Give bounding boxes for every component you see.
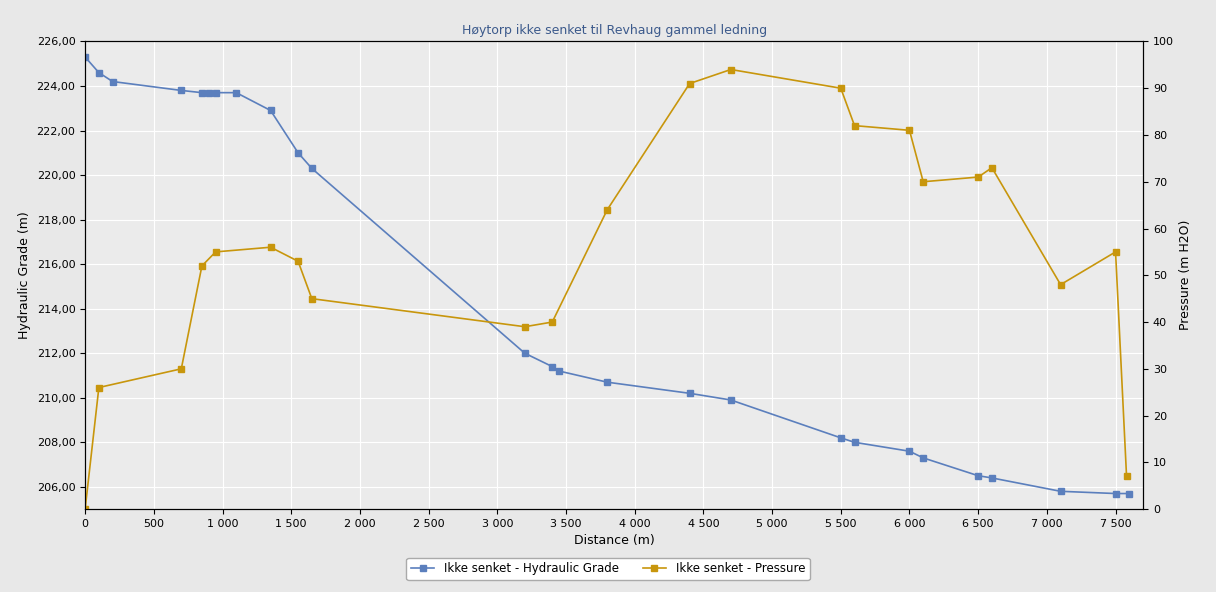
Ikke senket - Pressure	[91, 384, 106, 391]
Ikke senket - Pressure	[518, 323, 533, 330]
Y-axis label: Pressure (m H2O): Pressure (m H2O)	[1180, 220, 1193, 330]
Ikke senket - Hydraulic Grade	[264, 107, 278, 114]
Line: Ikke senket - Hydraulic Grade: Ikke senket - Hydraulic Grade	[81, 53, 1133, 497]
Ikke senket - Hydraulic Grade	[833, 435, 848, 442]
Ikke senket - Pressure	[208, 248, 223, 255]
Ikke senket - Hydraulic Grade	[1108, 490, 1122, 497]
Ikke senket - Pressure	[833, 85, 848, 92]
Ikke senket - Pressure	[174, 365, 188, 372]
Ikke senket - Hydraulic Grade	[1053, 488, 1068, 495]
Ikke senket - Hydraulic Grade	[1122, 490, 1137, 497]
Ikke senket - Pressure	[1053, 281, 1068, 288]
Line: Ikke senket - Pressure: Ikke senket - Pressure	[81, 66, 1130, 513]
Ikke senket - Hydraulic Grade	[202, 89, 216, 96]
Ikke senket - Hydraulic Grade	[552, 368, 567, 375]
Ikke senket - Hydraulic Grade	[682, 390, 697, 397]
Ikke senket - Hydraulic Grade	[78, 53, 92, 60]
Ikke senket - Pressure	[264, 244, 278, 251]
Ikke senket - Hydraulic Grade	[599, 379, 614, 386]
Ikke senket - Pressure	[304, 295, 319, 302]
Ikke senket - Pressure	[848, 122, 862, 129]
Ikke senket - Pressure	[902, 127, 917, 134]
Ikke senket - Pressure	[682, 80, 697, 87]
Ikke senket - Pressure	[1119, 473, 1133, 480]
Ikke senket - Hydraulic Grade	[724, 397, 738, 404]
Ikke senket - Hydraulic Grade	[545, 363, 559, 370]
Ikke senket - Hydraulic Grade	[916, 454, 930, 461]
Y-axis label: Hydraulic Grade (m): Hydraulic Grade (m)	[18, 211, 30, 339]
Ikke senket - Hydraulic Grade	[91, 69, 106, 76]
Ikke senket - Hydraulic Grade	[970, 472, 985, 480]
Ikke senket - Pressure	[1108, 248, 1122, 255]
Ikke senket - Hydraulic Grade	[985, 474, 1000, 481]
Ikke senket - Pressure	[291, 258, 305, 265]
Ikke senket - Pressure	[916, 178, 930, 185]
Title: Høytorp ikke senket til Revhaug gammel ledning: Høytorp ikke senket til Revhaug gammel l…	[462, 24, 766, 37]
Ikke senket - Hydraulic Grade	[848, 439, 862, 446]
Ikke senket - Pressure	[195, 262, 209, 269]
Ikke senket - Hydraulic Grade	[195, 89, 209, 96]
Ikke senket - Pressure	[78, 506, 92, 513]
Ikke senket - Hydraulic Grade	[174, 87, 188, 94]
Ikke senket - Hydraulic Grade	[208, 89, 223, 96]
Ikke senket - Pressure	[599, 206, 614, 213]
Ikke senket - Hydraulic Grade	[518, 350, 533, 357]
X-axis label: Distance (m): Distance (m)	[574, 535, 654, 548]
Ikke senket - Hydraulic Grade	[229, 89, 243, 96]
Ikke senket - Pressure	[724, 66, 738, 73]
Ikke senket - Hydraulic Grade	[106, 78, 120, 85]
Ikke senket - Pressure	[545, 318, 559, 326]
Ikke senket - Hydraulic Grade	[291, 149, 305, 156]
Ikke senket - Hydraulic Grade	[304, 165, 319, 172]
Ikke senket - Hydraulic Grade	[902, 448, 917, 455]
Ikke senket - Pressure	[985, 164, 1000, 171]
Legend: Ikke senket - Hydraulic Grade, Ikke senket - Pressure: Ikke senket - Hydraulic Grade, Ikke senk…	[406, 558, 810, 580]
Ikke senket - Pressure	[970, 173, 985, 181]
